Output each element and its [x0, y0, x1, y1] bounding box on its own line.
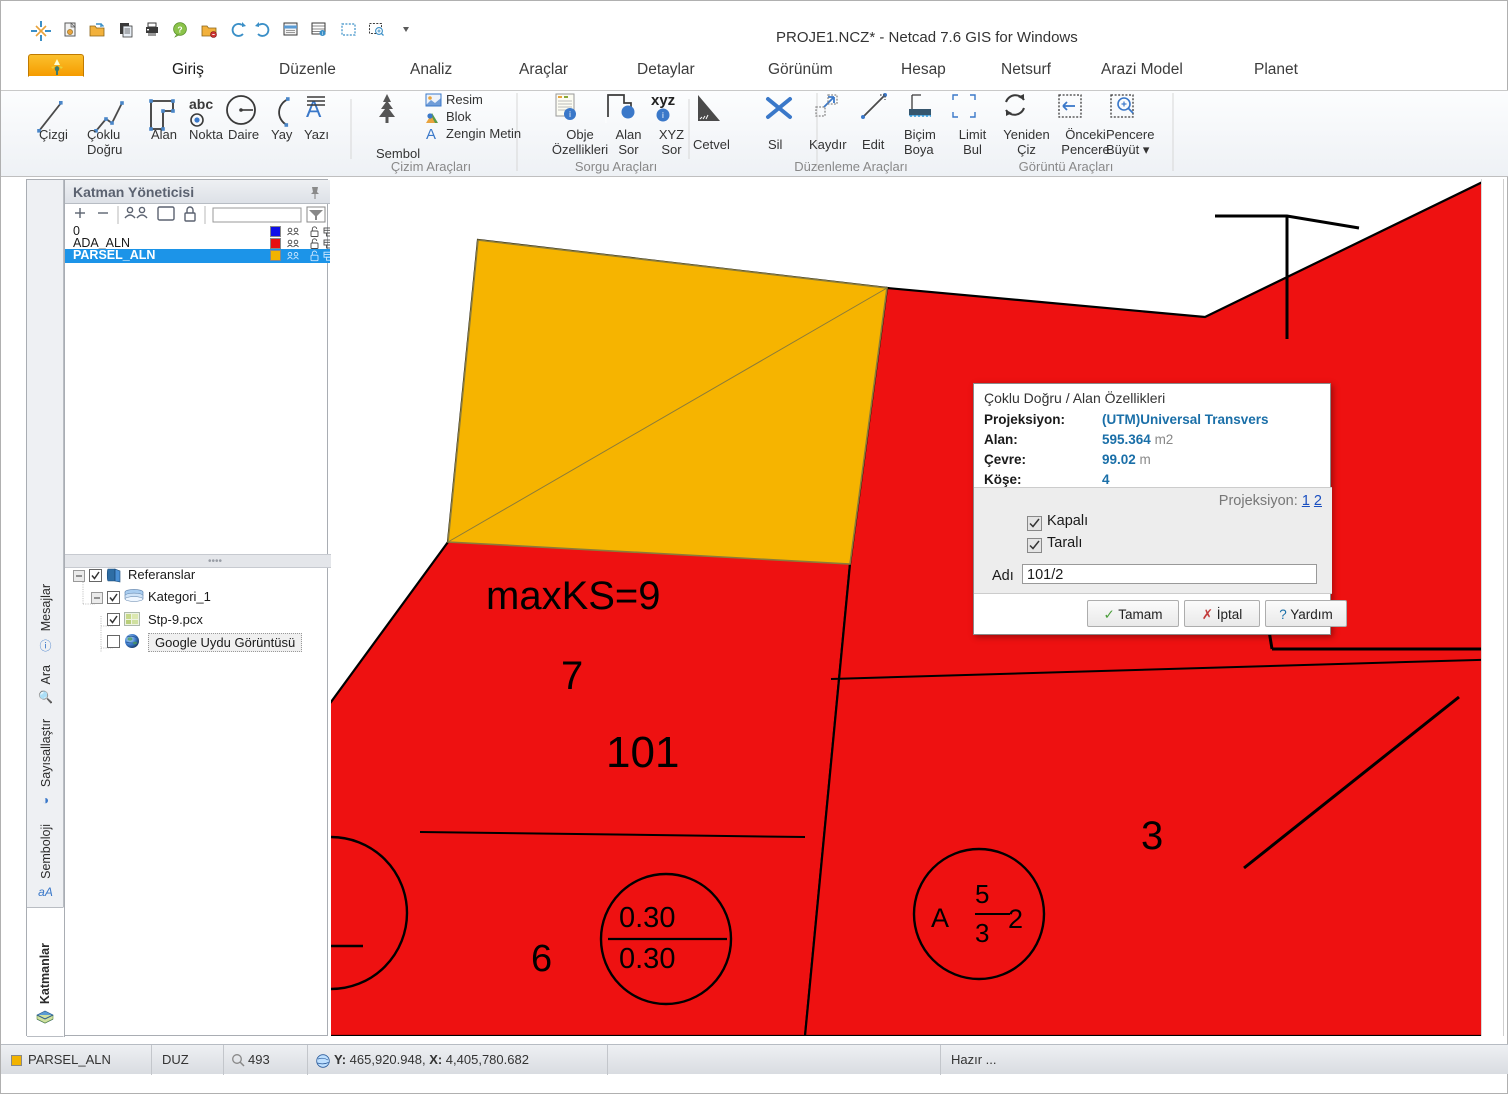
svg-text:6: 6 — [531, 938, 552, 980]
svg-text:0.30: 0.30 — [619, 902, 675, 934]
svg-text:Blok: Blok — [446, 109, 472, 124]
svg-text:A: A — [426, 126, 436, 143]
svg-text:A: A — [306, 96, 322, 122]
svg-text:Resim: Resim — [446, 92, 483, 107]
svg-text:5: 5 — [975, 879, 989, 909]
svg-text:3: 3 — [975, 918, 989, 948]
svg-text:xyz: xyz — [651, 92, 675, 109]
svg-text:A: A — [931, 903, 949, 933]
svg-text:7: 7 — [561, 654, 583, 698]
svg-text:2: 2 — [1008, 904, 1023, 934]
svg-text:i: i — [569, 110, 571, 119]
svg-text:maxKS=9: maxKS=9 — [486, 574, 661, 618]
svg-text:Zengin Metin: Zengin Metin — [446, 126, 521, 141]
svg-text:i: i — [322, 31, 323, 37]
svg-text:0.30: 0.30 — [619, 943, 675, 975]
svg-text:abc: abc — [189, 96, 213, 112]
svg-text:i: i — [605, 115, 607, 125]
svg-text:3: 3 — [1141, 814, 1163, 858]
svg-text:101: 101 — [606, 728, 679, 777]
svg-text:?: ? — [177, 25, 182, 35]
svg-text:i: i — [662, 110, 664, 120]
